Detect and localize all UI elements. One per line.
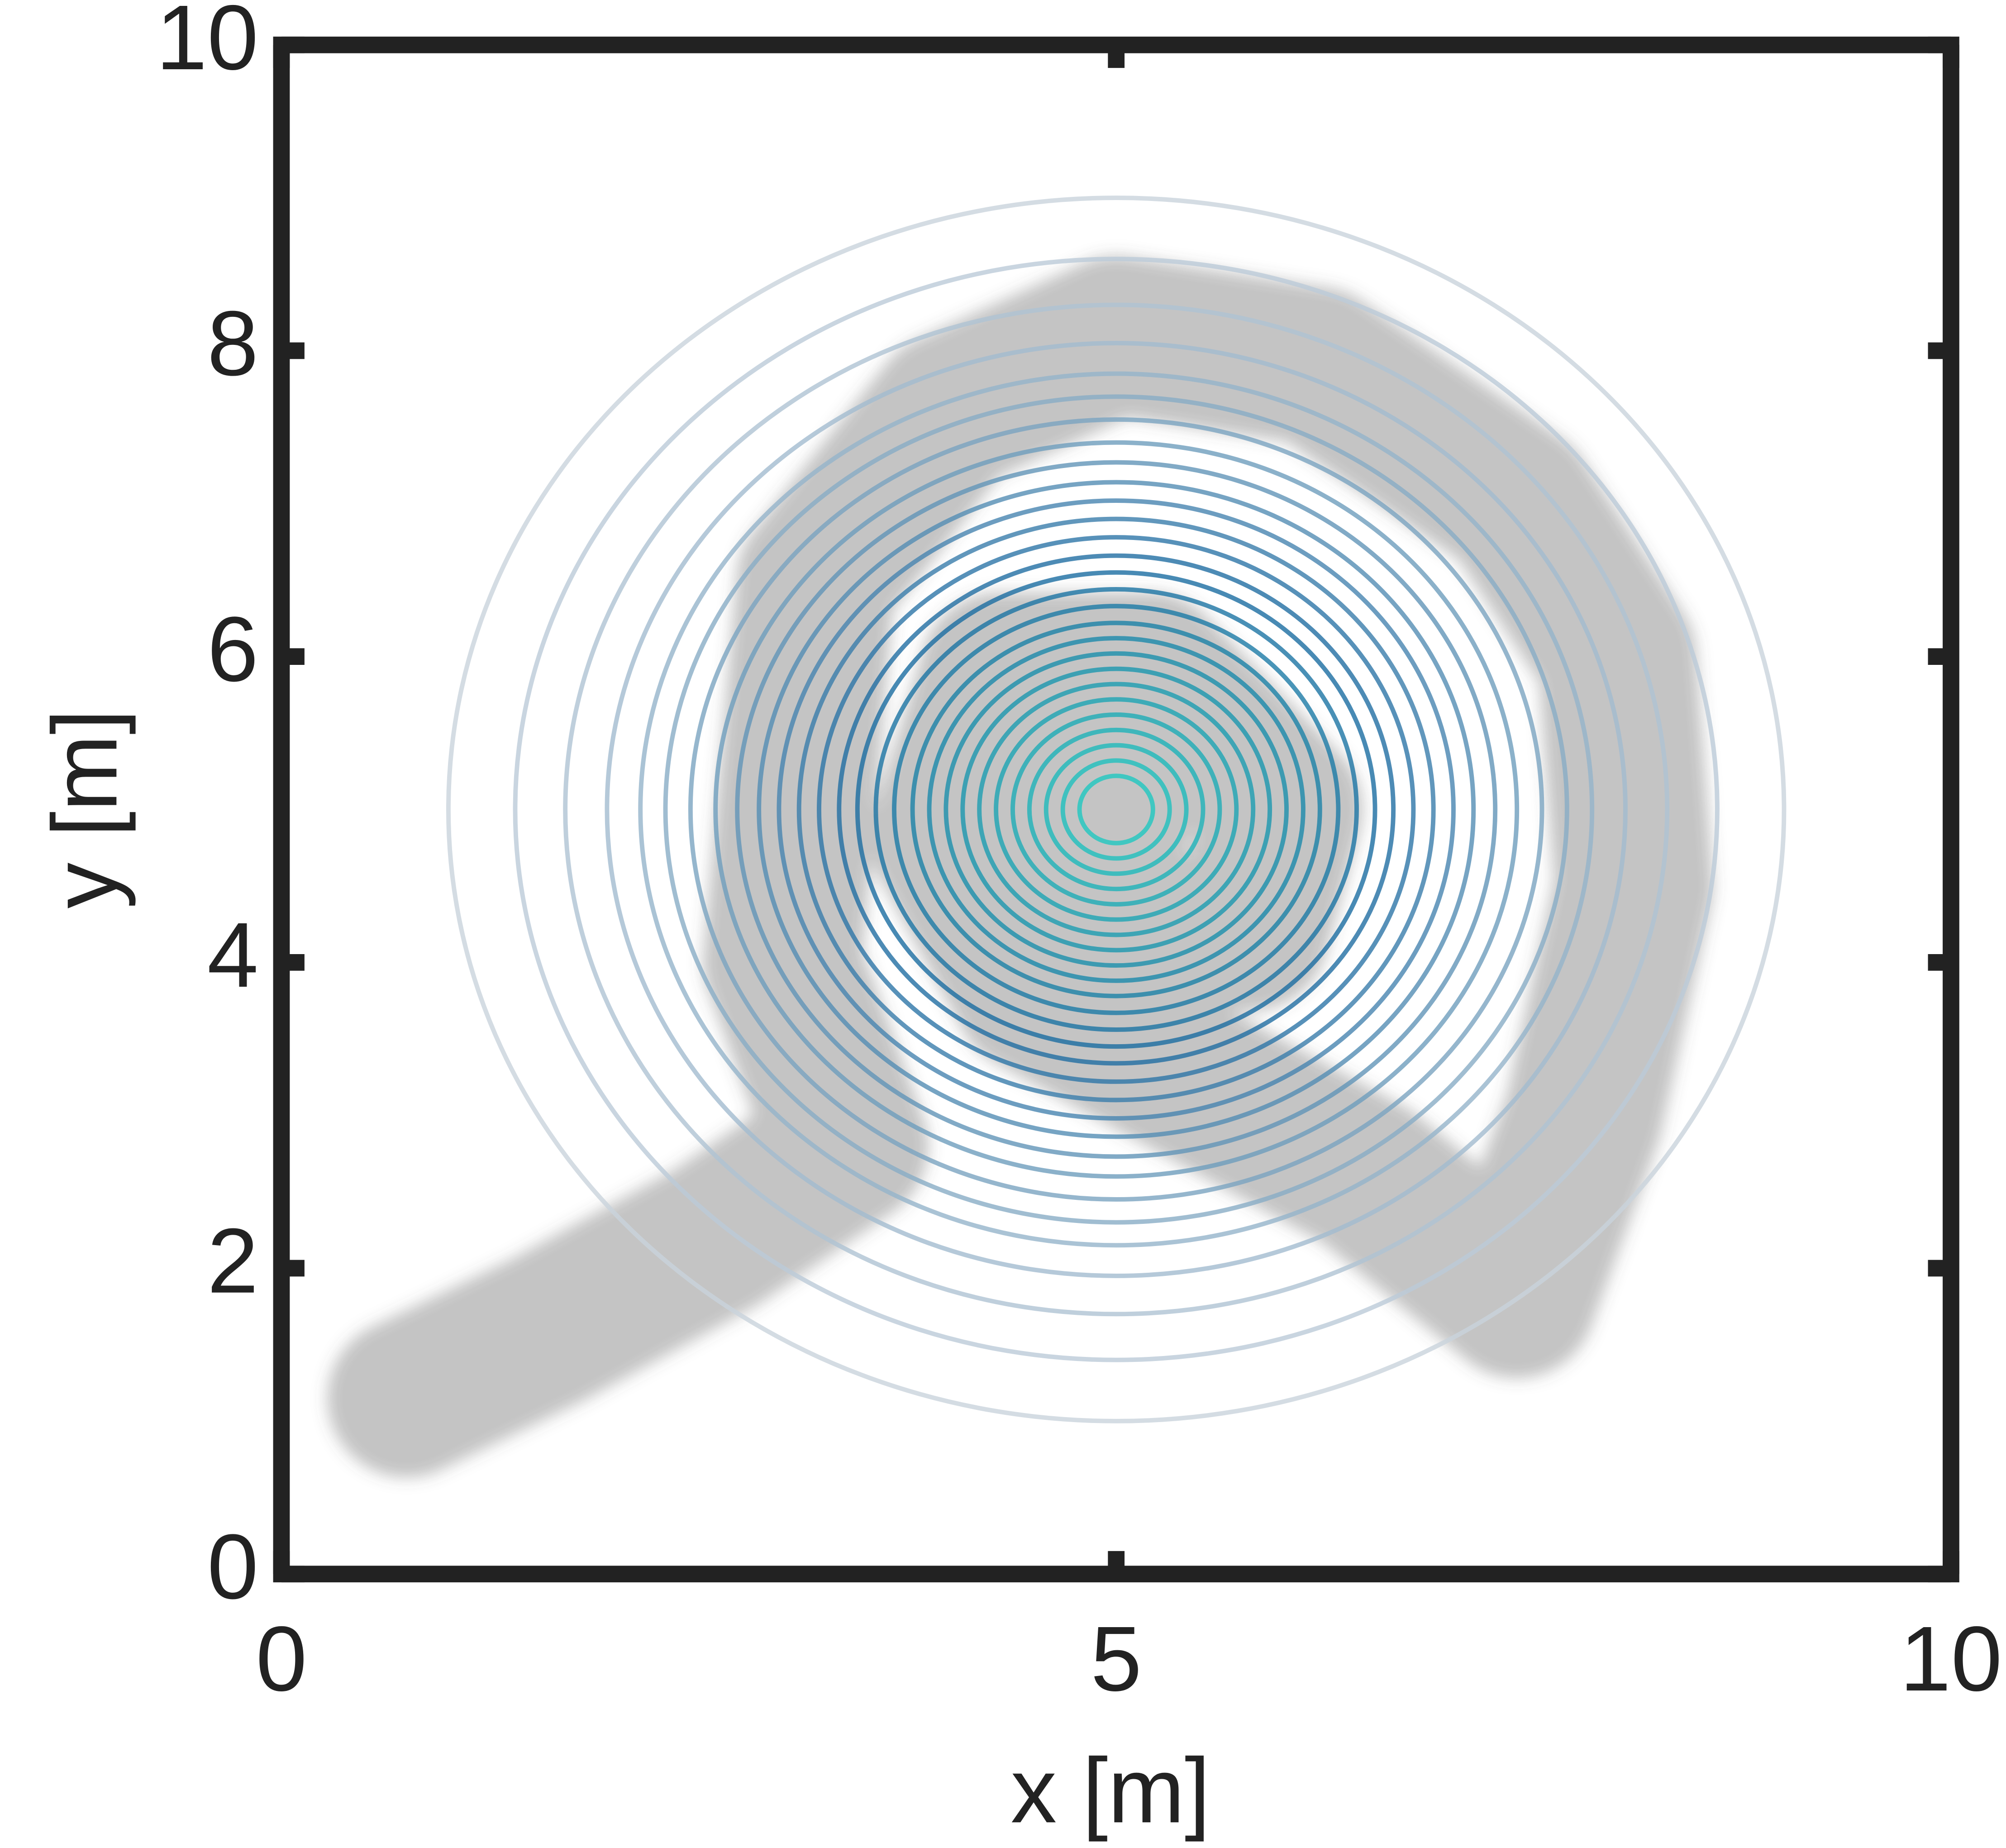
- contour-line: [892, 604, 1341, 1015]
- x-axis-label: x [m]: [1010, 1739, 1210, 1842]
- contour-line: [1010, 712, 1222, 907]
- contour-line: [1044, 743, 1189, 876]
- contour-line: [994, 697, 1239, 922]
- contour-line: [513, 257, 1720, 1362]
- trajectory: [327, 256, 1713, 1478]
- contour-line: [977, 682, 1256, 937]
- contour-line: [837, 553, 1396, 1066]
- contour-line: [943, 651, 1289, 968]
- contour-line: [873, 587, 1359, 1032]
- contour-line: [1077, 774, 1155, 845]
- y-axis-label: y [m]: [33, 709, 136, 909]
- contour-line: [713, 440, 1520, 1179]
- y-tick-label: 4: [207, 904, 258, 1007]
- y-tick-label: 2: [207, 1210, 258, 1313]
- y-tick-label: 10: [156, 0, 258, 89]
- y-tick-label: 8: [207, 292, 258, 395]
- contour-line: [910, 621, 1322, 998]
- contour-line: [605, 341, 1628, 1278]
- contour-line: [927, 636, 1306, 983]
- contour-line: [796, 516, 1436, 1103]
- contour-line: [855, 570, 1377, 1049]
- contour-line: [688, 417, 1544, 1202]
- x-tick-label: 0: [256, 1608, 307, 1710]
- contour-line: [817, 535, 1416, 1084]
- x-tick-label: 5: [1091, 1608, 1142, 1710]
- y-tick-label: 6: [207, 598, 258, 701]
- contour-line: [1060, 758, 1172, 861]
- contour-line: [563, 302, 1670, 1317]
- contour-line: [663, 394, 1569, 1225]
- plot-area: [327, 196, 1787, 1478]
- contour-line: [446, 196, 1787, 1423]
- contour-line: [1027, 727, 1206, 892]
- contour-line: [638, 371, 1595, 1248]
- contour-line: [777, 498, 1456, 1121]
- contour-line: [960, 666, 1272, 953]
- contour-line: [757, 480, 1476, 1139]
- x-tick-label: 10: [1900, 1608, 2002, 1710]
- y-tick-label: 0: [207, 1515, 258, 1618]
- contour-line: [735, 460, 1498, 1159]
